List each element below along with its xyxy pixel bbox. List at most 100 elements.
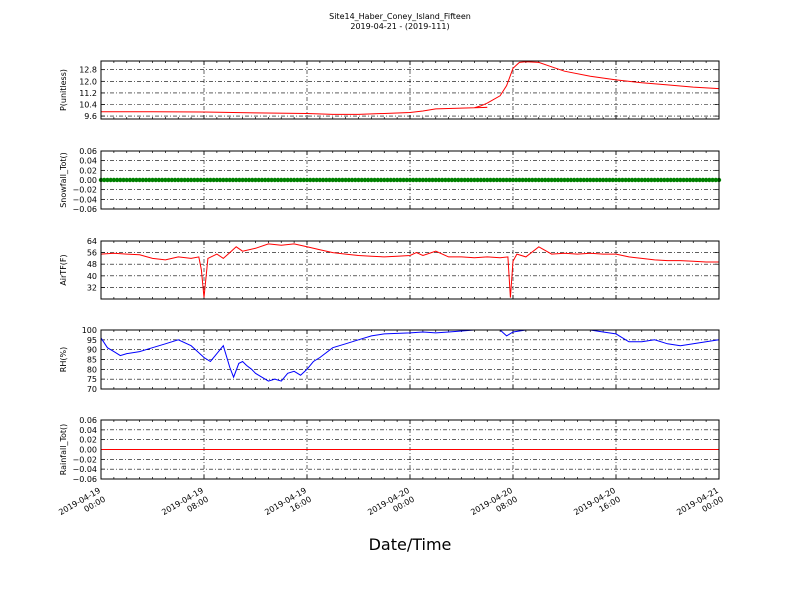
panel-2-series-point — [584, 177, 590, 183]
panel-3-ytick-label-1: 40 — [87, 272, 97, 281]
panel-2-series-point — [105, 177, 110, 183]
panel-2-series-point — [259, 177, 265, 183]
panel-3-ylabel: AirTF(F) — [59, 254, 68, 285]
panel-5-ytick-label-3: 0.00 — [79, 446, 97, 455]
panel-5-ytick-label-0: −0.06 — [72, 475, 97, 484]
panel-2-series-point — [224, 177, 229, 183]
panel-2-series-point — [378, 177, 384, 183]
panel-2-series-point — [130, 177, 136, 183]
panel-4-ytick-label-4: 90 — [87, 346, 97, 355]
panel-2-series-point — [134, 177, 139, 183]
panel-2-series-point — [282, 177, 287, 183]
panel-2-series-point — [407, 177, 413, 183]
panel-2-series-point — [517, 177, 522, 183]
panel-2-series-point — [275, 177, 281, 183]
panel-2-series-point — [559, 177, 564, 183]
panel-2-series-point — [343, 177, 348, 183]
panel-2-series-point — [452, 177, 458, 183]
panel-2-series-point — [652, 177, 657, 183]
panel-1: 9.6 10.4 11.2 12.0 12.8 P(unitless) — [59, 60, 720, 121]
panel-2-series-point — [336, 177, 342, 183]
panels-layer: 9.610.411.212.012.8P(unitless)−0.06−0.04… — [59, 60, 722, 484]
panel-5-ytick-label-2: −0.02 — [72, 455, 97, 464]
panel-5-frame — [100, 419, 720, 480]
panel-2-series-point — [365, 177, 371, 183]
panel-2-series-point — [443, 177, 448, 183]
panel-2-series-point — [340, 177, 345, 183]
panel-2-ytick-label-5: 0.04 — [79, 157, 97, 166]
panel-2-frame — [100, 150, 720, 210]
panel-2-series-point — [388, 177, 393, 183]
panel-2-series-point — [459, 177, 464, 183]
panel-3-ytick-label-4: 64 — [87, 237, 97, 246]
panel-2-series-point — [243, 177, 249, 183]
panel-2-series-point — [240, 177, 245, 183]
panel-4-ytick-label-5: 95 — [87, 336, 97, 345]
panel-2-series-point — [504, 177, 509, 183]
panel-5: −0.06−0.04−0.020.000.020.040.06 Rainfall_… — [59, 416, 720, 484]
panel-2-series-point — [362, 177, 368, 183]
panel-2-series-point — [604, 177, 609, 183]
panel-2-series-point — [356, 177, 361, 183]
panel-2-series-point — [159, 177, 165, 183]
panel-1-ytick-label-1: 10.4 — [79, 101, 97, 110]
panel-4-ytick-label-6: 100 — [82, 326, 97, 335]
panel-3-ytick-label-3: 56 — [87, 249, 97, 258]
panel-5-ytick-label-5: 0.04 — [79, 426, 97, 435]
panel-2-series-point — [369, 177, 374, 183]
panel-2-series-point — [674, 177, 680, 183]
panel-2-series-point — [349, 177, 355, 183]
panel-2-series-point — [417, 177, 422, 183]
panel-2-series-point — [156, 177, 162, 183]
panel-4-ytick-label-3: 85 — [87, 356, 97, 365]
panel-2-series-point — [510, 177, 516, 183]
panel-2-series-point — [539, 177, 545, 183]
panel-2-series-point — [617, 177, 622, 183]
panel-2-series-point — [565, 177, 570, 183]
panel-2-series-point — [488, 177, 493, 183]
panel-4-ytick-label-1: 75 — [87, 375, 97, 384]
panel-2-series-point — [311, 177, 316, 183]
panel-2-series-point — [262, 177, 268, 183]
panel-4-frame — [100, 329, 720, 390]
panel-3: 32 40 48 56 64 AirTF(F) — [59, 237, 720, 300]
panel-2-series-point — [481, 177, 487, 183]
panel-2-series-point — [681, 177, 686, 183]
chart-title: Site14_Haber_Coney_Island_Fifteen — [329, 12, 471, 21]
panel-2-series-point — [514, 177, 519, 183]
panel-5-ytick-label-4: 0.02 — [79, 436, 97, 445]
panel-2-series-point — [269, 177, 274, 183]
panel-2-series-point — [308, 177, 313, 183]
panel-2-series-point — [571, 177, 577, 183]
panel-2-series-point — [227, 177, 232, 183]
panel-2-series-point — [301, 177, 306, 183]
panel-2-series-point — [143, 177, 149, 183]
panel-2-series-point — [578, 177, 583, 183]
panel-2-series-point — [475, 177, 480, 183]
panel-2-series-point — [507, 177, 512, 183]
panel-2-series-point — [613, 177, 619, 183]
panel-2-series-point — [111, 177, 117, 183]
panel-2-series-point — [192, 177, 197, 183]
panel-1-ytick-label-4: 12.8 — [79, 66, 97, 75]
panel-2-series-point — [494, 177, 500, 183]
panel-4-series-line — [101, 330, 719, 382]
panel-2-series-point — [414, 177, 419, 183]
panel-2-series-point — [465, 177, 471, 183]
panel-2-series-point — [600, 177, 606, 183]
panel-2-series-point — [169, 177, 175, 183]
panel-2-ytick-label-4: 0.02 — [79, 166, 97, 175]
panel-2-series-point — [153, 177, 158, 183]
panel-2-series-point — [353, 177, 358, 183]
panel-2-series-point — [530, 177, 535, 183]
panel-2-series-point — [114, 177, 120, 183]
panel-4-ytick-label-2: 80 — [87, 365, 97, 374]
panel-2-series-point — [430, 177, 435, 183]
panel-2-series-point — [127, 177, 133, 183]
panel-2-series-point — [633, 177, 638, 183]
panel-2-series-point — [485, 177, 490, 183]
